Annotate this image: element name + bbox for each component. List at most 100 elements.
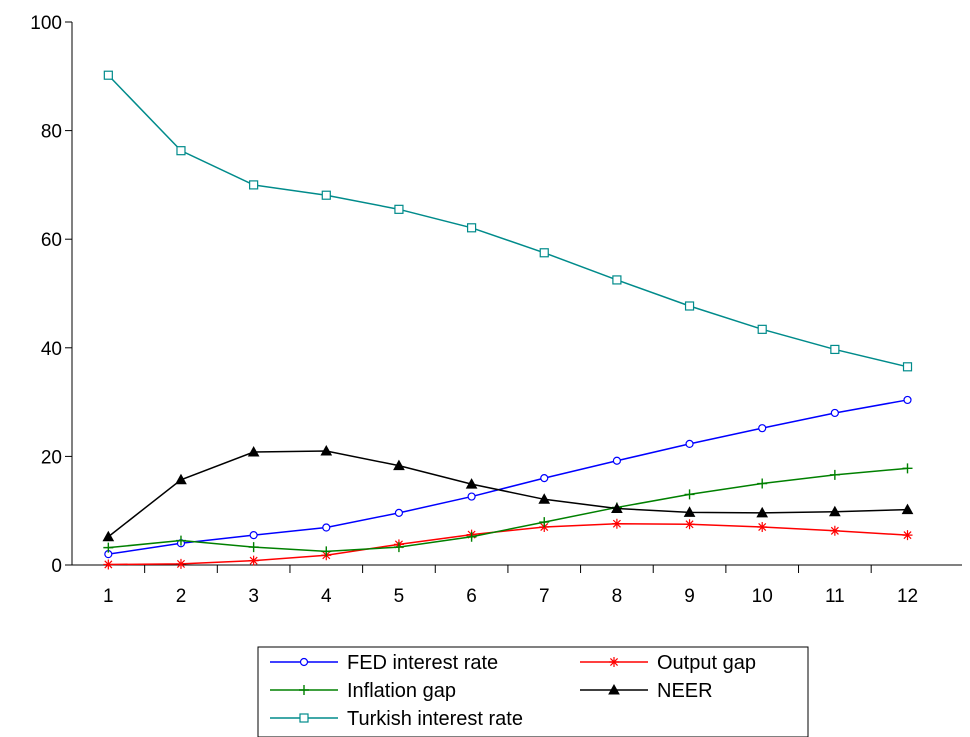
y-tick-label: 80 (41, 122, 62, 143)
marker-square (539, 248, 549, 258)
marker-circle (685, 439, 694, 449)
legend-label: NEER (657, 680, 713, 702)
data-point (299, 713, 309, 723)
x-tick-label: 4 (321, 586, 332, 607)
marker-triangle (683, 506, 696, 517)
data-point (685, 439, 694, 449)
data-point (299, 657, 309, 667)
data-point (829, 505, 841, 517)
marker-plus (103, 542, 114, 553)
x-tick-label: 3 (248, 586, 259, 607)
marker-plus (539, 517, 550, 528)
marker-triangle (102, 530, 115, 542)
x-tick-label: 8 (612, 586, 623, 607)
data-point (175, 535, 186, 546)
data-point (393, 459, 405, 471)
marker-square (612, 275, 622, 285)
series-turkish-interest-rate (103, 70, 913, 372)
series-line (108, 467, 908, 553)
data-point (830, 408, 839, 418)
data-point (103, 70, 113, 80)
data-point (248, 542, 259, 553)
marker-triangle (901, 503, 914, 515)
marker-plus (248, 542, 259, 553)
data-point (465, 478, 478, 489)
data-point (608, 683, 620, 695)
x-tick-label: 7 (539, 586, 550, 607)
marker-circle (467, 492, 476, 501)
y-tick-label: 40 (41, 339, 62, 360)
marker-circle (322, 523, 331, 532)
data-point (609, 657, 619, 667)
data-point (757, 521, 768, 532)
marker-plus (684, 489, 695, 500)
marker-triangle (829, 505, 841, 517)
data-point (321, 546, 332, 557)
data-point (829, 469, 840, 480)
legend: FED interest rate Output gap Inflation gap… (257, 646, 809, 737)
series-fed-interest-rate (104, 395, 912, 559)
marker-plus (321, 546, 332, 557)
data-point (247, 446, 260, 457)
marker-plus (466, 531, 477, 542)
y-tick-label: 100 (30, 13, 62, 34)
data-point (393, 542, 404, 553)
data-point (249, 531, 258, 540)
data-point (758, 424, 767, 433)
marker-asterisk (902, 530, 913, 541)
marker-circle (249, 531, 258, 540)
x-tick-label: 12 (897, 586, 918, 607)
marker-asterisk (684, 519, 695, 530)
series-line (107, 74, 908, 368)
marker-square (830, 344, 840, 355)
marker-circle (540, 474, 549, 483)
data-point (466, 531, 477, 542)
marker-circle (903, 395, 912, 405)
data-point (612, 275, 622, 285)
legend-label: FED interest rate (347, 652, 498, 674)
series-line (108, 399, 908, 555)
series-output-gap (103, 518, 913, 570)
marker-circle (299, 657, 309, 667)
series-line (107, 450, 908, 538)
legend-box (257, 646, 809, 737)
data-point (249, 180, 259, 190)
marker-square (757, 324, 767, 334)
series-inflation-gap (103, 463, 913, 557)
data-point (248, 555, 259, 566)
x-tick-label: 11 (825, 586, 845, 607)
data-point (611, 502, 623, 514)
marker-square (902, 362, 913, 372)
marker-square (321, 190, 331, 200)
legend-entry: FED interest rate (270, 652, 498, 674)
marker-circle (394, 508, 404, 517)
data-point (320, 444, 333, 456)
legend-entry: NEER (580, 680, 713, 702)
data-point (102, 530, 115, 542)
data-point (175, 473, 187, 485)
marker-triangle (608, 683, 620, 695)
marker-plus (299, 685, 309, 695)
marker-triangle (465, 478, 478, 489)
legend-label: Output gap (657, 652, 756, 674)
data-point (612, 456, 621, 465)
series-neer (102, 444, 914, 542)
x-tick-label: 6 (466, 586, 477, 607)
x-tick-label: 10 (752, 586, 773, 607)
data-point (539, 517, 550, 528)
marker-triangle (175, 473, 187, 485)
legend-entry: Output gap (580, 652, 756, 674)
marker-square (176, 146, 186, 156)
marker-asterisk (611, 518, 622, 529)
marker-triangle (538, 493, 551, 504)
data-point (683, 506, 696, 517)
marker-asterisk (103, 559, 114, 570)
data-point (321, 190, 331, 200)
y-tick-label: 20 (41, 447, 62, 468)
data-point (466, 223, 477, 233)
marker-plus (902, 463, 913, 474)
series-layer (102, 70, 914, 570)
y-tick-label: 0 (51, 556, 62, 577)
